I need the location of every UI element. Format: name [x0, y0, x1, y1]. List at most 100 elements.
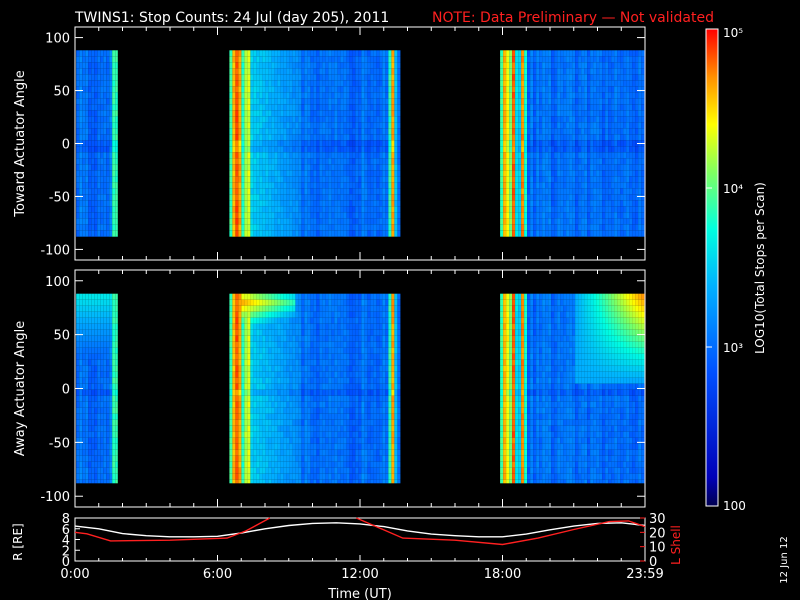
- heatmap-cell: [238, 461, 242, 468]
- heatmap-cell: [304, 62, 308, 69]
- heatmap-cell: [79, 377, 83, 384]
- heatmap-cell: [85, 152, 89, 159]
- heatmap-cell: [100, 122, 104, 129]
- heatmap-cell: [298, 206, 302, 213]
- heatmap-cell: [590, 188, 594, 195]
- heatmap-cell: [229, 170, 233, 177]
- heatmap-cell: [635, 74, 639, 81]
- heatmap-cell: [638, 110, 642, 117]
- heatmap-cell: [581, 170, 585, 177]
- heatmap-cell: [578, 194, 582, 201]
- heatmap-cell: [542, 74, 546, 81]
- heatmap-cell: [247, 230, 251, 237]
- heatmap-cell: [512, 92, 516, 99]
- heatmap-cell: [256, 206, 260, 213]
- heatmap-cell: [103, 329, 107, 336]
- heatmap-cell: [572, 122, 576, 129]
- heatmap-cell: [97, 329, 101, 336]
- heatmap-cell: [106, 329, 110, 336]
- heatmap-cell: [283, 164, 287, 171]
- heatmap-cell: [605, 200, 609, 207]
- heatmap-cell: [271, 56, 275, 63]
- heatmap-cell: [304, 206, 308, 213]
- heatmap-cell: [103, 317, 107, 324]
- heatmap-cell: [235, 323, 239, 330]
- heatmap-cell: [250, 116, 254, 123]
- heatmap-cell: [530, 170, 534, 177]
- heatmap-cell: [256, 212, 260, 219]
- heatmap-cell: [241, 140, 245, 147]
- heatmap-cell: [560, 176, 564, 183]
- heatmap-cell: [112, 329, 116, 336]
- heatmap-cell: [388, 230, 392, 237]
- heatmap-cell: [548, 122, 552, 129]
- heatmap-cell: [316, 140, 320, 147]
- heatmap-cell: [247, 212, 251, 219]
- heatmap-cell: [385, 56, 389, 63]
- heatmap-cell: [277, 323, 281, 330]
- heatmap-cell: [388, 134, 392, 141]
- heatmap-cell: [115, 92, 118, 99]
- heatmap-cell: [584, 146, 588, 153]
- heatmap-cell: [334, 104, 338, 111]
- heatmap-cell: [238, 218, 242, 225]
- heatmap-cell: [355, 230, 359, 237]
- heatmap-cell: [310, 50, 314, 57]
- heatmap-cell: [626, 206, 630, 213]
- heatmap-cell: [608, 68, 612, 75]
- heatmap-cell: [578, 74, 582, 81]
- heatmap-cell: [563, 140, 567, 147]
- heatmap-cell: [229, 329, 233, 336]
- heatmap-cell: [563, 152, 567, 159]
- heatmap-cell: [500, 176, 504, 183]
- heatmap-cell: [295, 146, 299, 153]
- heatmap-cell: [277, 365, 281, 372]
- heatmap-cell: [545, 224, 549, 231]
- heatmap-cell: [103, 395, 107, 402]
- heatmap-cell: [112, 116, 116, 123]
- heatmap-cell: [265, 323, 269, 330]
- heatmap-cell: [256, 311, 260, 318]
- heatmap-cell: [100, 104, 104, 111]
- heatmap-cell: [253, 461, 257, 468]
- heatmap-cell: [250, 140, 254, 147]
- heatmap-cell: [277, 431, 281, 438]
- heatmap-cell: [515, 92, 519, 99]
- heatmap-cell: [319, 188, 323, 195]
- heatmap-cell: [274, 152, 278, 159]
- heatmap-cell: [316, 218, 320, 225]
- heatmap-cell: [542, 224, 546, 231]
- heatmap-cell: [542, 176, 546, 183]
- heatmap-cell: [611, 140, 615, 147]
- heatmap-cell: [509, 116, 513, 123]
- heatmap-cell: [593, 92, 597, 99]
- heatmap-cell: [76, 395, 80, 402]
- heatmap-cell: [328, 206, 332, 213]
- heatmap-cell: [286, 158, 290, 165]
- heatmap-cell: [575, 230, 579, 237]
- heatmap-cell: [271, 236, 275, 237]
- heatmap-cell: [268, 317, 272, 324]
- heatmap-cell: [271, 188, 275, 195]
- heatmap-cell: [265, 122, 269, 129]
- heatmap-cell: [590, 194, 594, 201]
- heatmap-cell: [587, 92, 591, 99]
- heatmap-cell: [617, 224, 621, 231]
- heatmap-cell: [232, 317, 236, 324]
- heatmap-cell: [238, 335, 242, 342]
- heatmap-cell: [503, 236, 507, 237]
- heatmap-cell: [259, 377, 263, 384]
- heatmap-cell: [106, 455, 110, 462]
- heatmap-cell: [232, 224, 236, 231]
- heatmap-cell: [292, 50, 296, 57]
- heatmap-cell: [274, 128, 278, 135]
- heatmap-cell: [566, 212, 570, 219]
- heatmap-cell: [262, 371, 266, 378]
- heatmap-cell: [274, 425, 278, 432]
- heatmap-cell: [82, 164, 86, 171]
- heatmap-cell: [385, 134, 389, 141]
- heatmap-cell: [530, 206, 534, 213]
- heatmap-cell: [250, 74, 254, 81]
- heatmap-cell: [533, 206, 537, 213]
- heatmap-cell: [566, 80, 570, 87]
